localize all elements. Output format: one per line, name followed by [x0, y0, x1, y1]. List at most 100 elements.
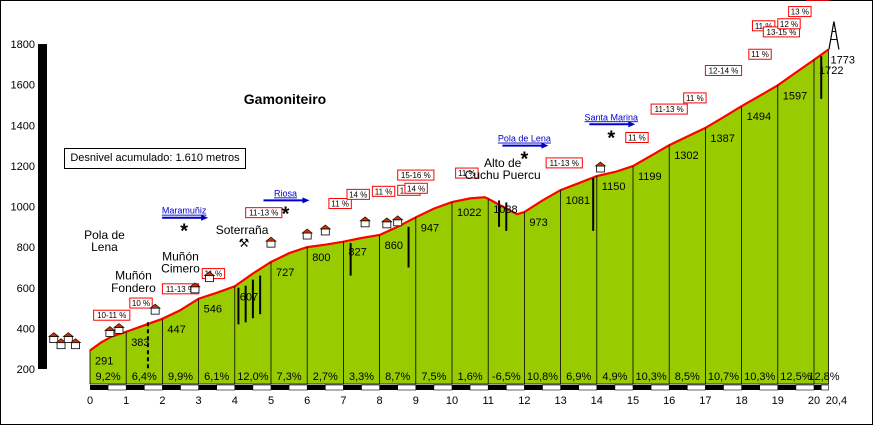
- x-tick-label: 9: [413, 395, 419, 407]
- x-axis-segment-dark: [669, 385, 688, 390]
- segment-gradient-label: 12,0%: [237, 371, 268, 383]
- elevation-label: 1597: [783, 90, 807, 102]
- x-axis-segment-light: [144, 384, 163, 391]
- house-roof-icon: [47, 332, 60, 337]
- place-name: Lena: [91, 240, 118, 254]
- x-axis-segment-light: [180, 384, 199, 391]
- x-axis-segment-light: [469, 384, 489, 391]
- x-tick-label: 3: [196, 395, 202, 407]
- x-axis-segment-light: [324, 384, 344, 391]
- elevation-label: 1773: [830, 55, 854, 67]
- x-axis-segment-dark: [90, 385, 109, 390]
- ramp-percentage-box: [328, 198, 352, 210]
- town-arrow-head: [628, 121, 636, 128]
- house-icon: [105, 330, 115, 337]
- ramp-percentage-label: 11 %: [628, 134, 646, 143]
- house-icon: [360, 220, 370, 228]
- x-axis-segment-dark: [814, 385, 822, 390]
- elevation-label: 1081: [566, 195, 590, 207]
- house-icon: [63, 336, 73, 343]
- place-name: Muñón: [162, 249, 199, 263]
- asterisk-icon: *: [521, 149, 529, 171]
- x-tick-label: 16: [663, 395, 675, 407]
- house-icon: [190, 286, 200, 294]
- accumulated-climb-box: Desnivel acumulado: 1.610 metros: [64, 148, 246, 169]
- x-axis-segment-light: [433, 384, 453, 391]
- ramp-percentage-label: 10-11 %: [97, 311, 126, 320]
- segment-gradient-label: 9,9%: [168, 371, 193, 383]
- segment-gradient-label: -6,5%: [492, 371, 521, 383]
- segment-gradient-label: 2,7%: [313, 371, 338, 383]
- x-axis-segment-dark: [452, 385, 471, 390]
- x-tick-label: 4: [232, 395, 238, 407]
- x-axis-segment-light: [795, 384, 815, 391]
- house-roof-icon: [301, 228, 314, 234]
- x-axis-segment-light: [820, 384, 829, 391]
- x-axis-segment-light: [107, 384, 127, 391]
- x-axis-segment-light: [614, 384, 634, 391]
- ramp-percentage-box: [455, 167, 479, 179]
- house-icon: [71, 342, 80, 350]
- town-arrow-head: [541, 142, 549, 149]
- elevation-label: 1722: [819, 65, 843, 77]
- x-axis-segment-light: [397, 384, 417, 391]
- ramp-percentage-box: [346, 188, 370, 200]
- x-tick-label: 17: [699, 395, 711, 407]
- x-tick-label: 18: [735, 395, 747, 407]
- ramp-percentage-label: 14 %: [349, 190, 367, 199]
- x-axis-segment-dark: [126, 385, 145, 390]
- ramp-percentage-box: [371, 185, 396, 197]
- ramp-percentage-label: 11-13 %: [550, 159, 579, 168]
- x-axis-segment-light: [759, 384, 779, 391]
- segment-gradient-label: 10,3%: [635, 371, 666, 383]
- segment-gradient-label: 4,9%: [602, 371, 627, 383]
- ramp-percentage-label: 11 %: [375, 187, 393, 196]
- x-axis-segment-dark: [777, 385, 796, 390]
- house-icon: [302, 232, 312, 240]
- house-icon: [320, 228, 330, 236]
- antenna-tower-icon: [828, 21, 840, 50]
- segment-gradient-label: 6,9%: [566, 371, 591, 383]
- elevation-label: 800: [312, 252, 330, 264]
- house-icon: [205, 275, 214, 283]
- y-tick-label: 1800: [11, 39, 35, 51]
- x-axis-segment-dark: [162, 385, 181, 390]
- asterisk-icon: *: [180, 221, 188, 243]
- x-axis-segment-dark: [234, 385, 253, 390]
- x-tick-label: 1: [123, 395, 129, 407]
- x-axis-segment-dark: [524, 385, 543, 390]
- house-roof-icon: [380, 217, 393, 223]
- x-tick-label: 2: [159, 395, 165, 407]
- ramp-percentage-label: 11 %: [331, 200, 349, 209]
- elevation-label: 1022: [457, 207, 481, 219]
- x-axis-segment-dark: [198, 385, 217, 390]
- ramp-percentage-label: 12-14 %: [709, 66, 739, 75]
- elevation-label: 546: [204, 304, 222, 316]
- elevation-label: 947: [421, 222, 439, 234]
- mine-icon: ⚒: [238, 236, 249, 250]
- ramp-percentage-label: 11 %: [755, 22, 773, 31]
- ramp-percentage-label: 11-13 %: [249, 209, 278, 218]
- town-label: Santa Marina: [585, 112, 639, 122]
- y-tick-label: 1600: [11, 80, 35, 92]
- house-icon: [596, 165, 605, 173]
- elevation-label: 727: [276, 267, 294, 279]
- ramp-percentage-label: 11 %: [205, 270, 223, 279]
- ramp-percentage-label: 15-16 %: [401, 171, 431, 180]
- x-axis-segment-light: [361, 384, 380, 391]
- house-roof-icon: [113, 323, 125, 328]
- chart-title: Gamoniteiro: [244, 91, 326, 107]
- ramp-percentage-box: [650, 103, 688, 115]
- x-axis-segment-dark: [596, 385, 615, 390]
- x-axis-segment-light: [686, 384, 706, 391]
- town-arrow-head: [302, 197, 310, 204]
- x-tick-label: 6: [304, 395, 310, 407]
- elevation-label: 1387: [710, 133, 734, 145]
- segment-gradient-label: 12,5%: [780, 371, 811, 383]
- ramp-percentage-box: [748, 48, 772, 60]
- x-axis-segment-dark: [271, 385, 290, 390]
- labels-layer: 9,2% 6,4% 9,9% 6,1% 12,0% 7,3% 2,7% 3,3% 8,7% 7,5…: [47, 0, 855, 383]
- x-tick-label: 11: [482, 395, 493, 407]
